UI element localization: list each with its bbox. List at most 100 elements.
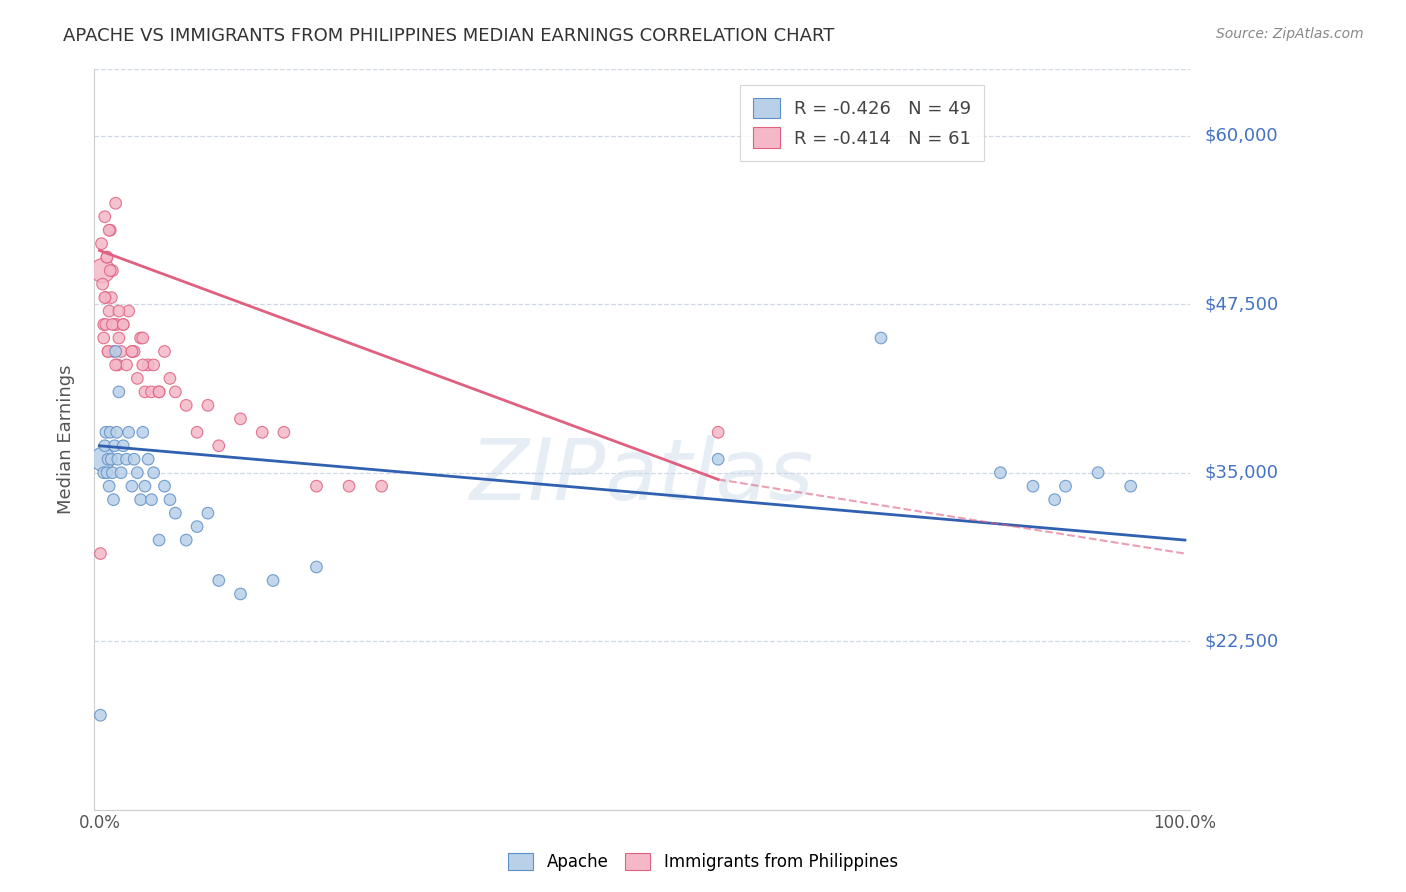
Point [870,331,893,345]
Point [98,263,121,277]
Point [122,452,145,467]
Point [197,398,219,412]
Point [94,291,117,305]
Point [122,344,145,359]
Point [132,358,155,372]
Text: $60,000: $60,000 [1205,127,1278,145]
Point [1022,479,1045,493]
Point [94,425,117,440]
Point [153,479,176,493]
Y-axis label: Median Earnings: Median Earnings [58,364,75,514]
Point [118,425,141,440]
Point [148,384,170,399]
Point [98,425,121,440]
Point [337,479,360,493]
Point [94,439,117,453]
Point [127,466,149,480]
Point [98,479,121,493]
Point [142,358,165,372]
Point [305,479,328,493]
Point [94,318,117,332]
Point [121,344,143,359]
Text: APACHE VS IMMIGRANTS FROM PHILIPPINES MEDIAN EARNINGS CORRELATION CHART: APACHE VS IMMIGRANTS FROM PHILIPPINES ME… [63,27,835,45]
Point [96,466,118,480]
Point [153,344,176,359]
Point [262,574,284,588]
Point [121,479,143,493]
Point [148,533,170,547]
Point [208,574,231,588]
Text: ZIPatlas: ZIPatlas [470,434,814,517]
Point [134,479,156,493]
Point [101,466,124,480]
Point [174,533,197,547]
Point [990,466,1012,480]
Point [305,560,328,574]
Text: $35,000: $35,000 [1205,464,1278,482]
Point [121,344,143,359]
Point [159,492,181,507]
Point [94,210,117,224]
Point [97,344,120,359]
Point [91,263,114,277]
Point [134,384,156,399]
Point [101,318,124,332]
Point [1043,492,1066,507]
Point [186,519,208,533]
Point [103,318,125,332]
Point [97,452,120,467]
Point [103,492,125,507]
Point [370,479,392,493]
Point [89,708,111,723]
Point [96,250,118,264]
Point [89,547,111,561]
Point [98,223,121,237]
Text: $47,500: $47,500 [1205,295,1278,313]
Point [104,344,127,359]
Legend: R = -0.426   N = 49, R = -0.414   N = 61: R = -0.426 N = 49, R = -0.414 N = 61 [740,85,984,161]
Point [93,318,115,332]
Point [1087,466,1109,480]
Point [108,331,131,345]
Point [197,506,219,520]
Point [110,466,132,480]
Point [101,263,124,277]
Point [103,439,125,453]
Point [165,506,187,520]
Point [93,331,115,345]
Point [118,304,141,318]
Point [108,384,131,399]
Point [148,384,170,399]
Point [91,452,114,467]
Point [107,358,129,372]
Point [100,291,122,305]
Point [100,452,122,467]
Point [174,398,197,412]
Point [707,452,730,467]
Point [132,425,155,440]
Point [112,318,135,332]
Point [129,492,152,507]
Point [165,384,187,399]
Point [112,439,135,453]
Point [98,304,121,318]
Point [159,371,181,385]
Point [110,344,132,359]
Point [97,344,120,359]
Point [105,318,128,332]
Point [112,318,135,332]
Point [142,466,165,480]
Point [96,250,118,264]
Point [105,425,128,440]
Point [273,425,295,440]
Point [115,452,138,467]
Point [229,412,252,426]
Point [93,466,115,480]
Point [91,277,114,291]
Point [1054,479,1077,493]
Point [107,452,129,467]
Point [132,331,155,345]
Point [208,439,231,453]
Point [229,587,252,601]
Point [103,344,125,359]
